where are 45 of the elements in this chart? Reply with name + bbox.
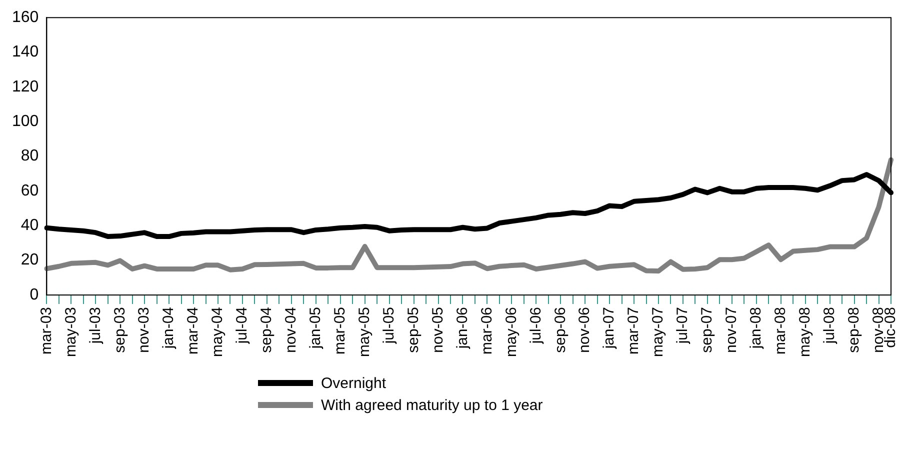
x-tick-label: sep-07	[698, 306, 716, 353]
x-tick-label: mar-05	[332, 306, 349, 354]
x-tick-label: jul-05	[380, 306, 398, 345]
x-tick-label: jul-07	[674, 306, 692, 345]
x-tick-label: may-05	[356, 306, 373, 358]
x-tick-label: jan-04	[160, 306, 178, 350]
y-tick-label: 120	[12, 78, 39, 96]
y-tick-label: 20	[20, 252, 39, 269]
x-tick-label: may-07	[650, 306, 667, 358]
x-tick-label: nov-07	[723, 306, 740, 353]
x-tick-label: mar-06	[478, 306, 496, 354]
x-tick-label: may-04	[209, 306, 226, 358]
x-tick-label: jan-07	[600, 306, 618, 350]
y-tick-label: 40	[20, 217, 39, 234]
y-tick-label: 100	[12, 113, 39, 130]
x-tick-label: nov-05	[429, 306, 446, 353]
x-tick-label: mar-07	[625, 306, 642, 354]
x-tick-label: jan-05	[307, 306, 324, 350]
x-tick-label: sep-08	[845, 306, 862, 353]
x-tick-label: mar-03	[38, 306, 55, 354]
x-tick-label: may-03	[62, 306, 80, 358]
x-tick-label: jul-04	[234, 306, 251, 345]
x-tick-label: may-06	[502, 306, 520, 358]
x-tick-label: nov-03	[136, 306, 153, 353]
x-tick-label: mar-04	[184, 306, 202, 354]
x-tick-label: sep-06	[552, 306, 569, 353]
x-tick-label: nov-06	[576, 306, 594, 353]
legend-label: Overnight	[321, 374, 386, 392]
y-tick-label: 80	[20, 148, 39, 165]
y-tick-label: 160	[12, 9, 39, 26]
y-tick-label: 60	[20, 182, 39, 200]
x-tick-label: sep-05	[404, 306, 422, 353]
x-tick-label: sep-04	[258, 306, 276, 353]
x-tick-label: jul-06	[527, 306, 544, 345]
x-tick-label: sep-03	[111, 306, 128, 353]
x-tick-label: may-08	[796, 306, 814, 358]
x-tick-label: jul-03	[86, 306, 104, 345]
y-tick-label: 0	[30, 286, 39, 304]
x-tick-label: nov-04	[282, 306, 300, 353]
x-tick-label: jan-08	[748, 306, 765, 350]
x-tick-label: jan-06	[454, 306, 471, 350]
x-tick-label: jul-08	[820, 306, 838, 345]
legend-label: With agreed maturity up to 1 year	[321, 396, 543, 414]
x-tick-label: mar-08	[772, 306, 790, 354]
y-tick-label: 140	[12, 44, 39, 61]
